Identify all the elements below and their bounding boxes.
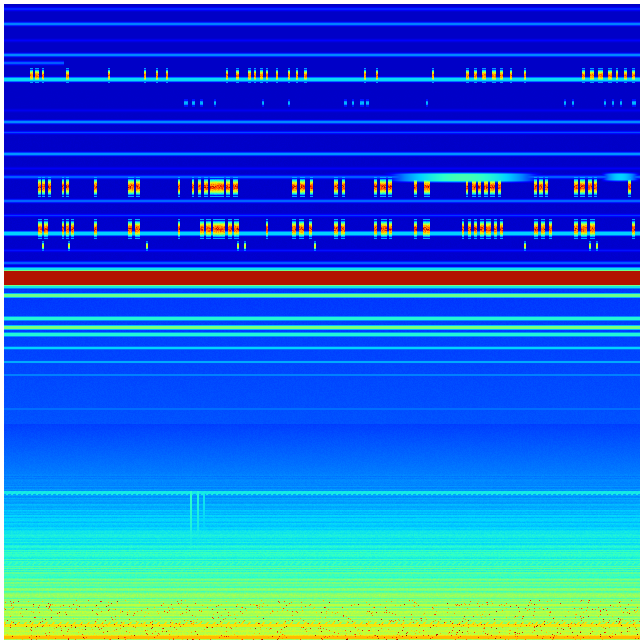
heatmap-canvas[interactable]: [4, 4, 640, 640]
heatmap-plot-area[interactable]: [4, 4, 640, 640]
